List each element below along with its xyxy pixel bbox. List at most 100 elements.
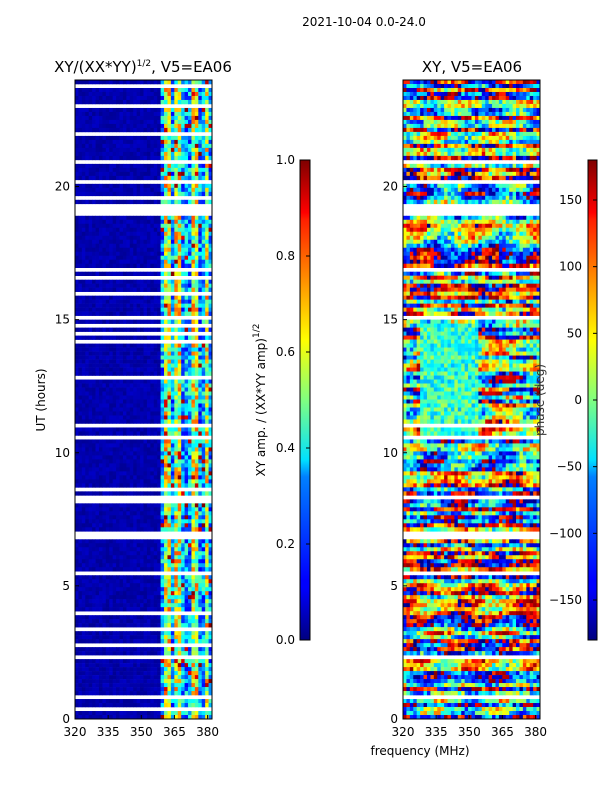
amplitude-cell — [136, 647, 141, 652]
amplitude-cell — [174, 187, 179, 193]
amplitude-cell — [126, 227, 131, 233]
amplitude-cell — [150, 279, 155, 284]
amplitude-cell — [177, 163, 182, 169]
amplitude-cell — [95, 327, 100, 332]
amplitude-cell — [136, 251, 141, 257]
amplitude-cell — [167, 255, 172, 261]
amplitude-cell — [208, 87, 213, 93]
amplitude-cell — [170, 255, 175, 261]
amplitude-cell — [201, 395, 206, 400]
amplitude-cell — [129, 547, 134, 552]
amplitude-cell — [92, 115, 96, 121]
amplitude-cell — [188, 395, 192, 400]
amplitude-cell — [194, 659, 199, 664]
amplitude-cell — [205, 651, 209, 656]
amplitude-cell — [174, 527, 179, 532]
amplitude-cell — [92, 95, 96, 101]
amplitude-cell — [109, 671, 114, 676]
amplitude-cell — [112, 555, 117, 560]
amplitude-cell — [112, 483, 117, 488]
amplitude-cell — [164, 399, 168, 404]
amplitude-cell — [119, 243, 124, 249]
amplitude-cell — [177, 107, 182, 113]
amplitude-cell — [126, 451, 131, 456]
amplitude-cell — [143, 279, 148, 284]
amplitude-cell — [174, 155, 179, 161]
amplitude-cell — [85, 503, 90, 508]
amplitude-cell — [153, 595, 158, 600]
amplitude-cell — [157, 151, 162, 157]
amplitude-cell — [194, 183, 199, 189]
amplitude-cell — [75, 447, 79, 452]
amplitude-cell — [181, 215, 185, 221]
amplitude-cell — [143, 87, 148, 93]
amplitude-cell — [95, 663, 100, 668]
amplitude-cell — [133, 271, 138, 276]
amplitude-cell — [170, 463, 175, 468]
amplitude-cell — [136, 471, 141, 476]
amplitude-cell — [102, 279, 107, 284]
amplitude-cell — [116, 311, 120, 316]
amplitude-cell — [109, 271, 114, 276]
amplitude-cell — [170, 663, 175, 668]
amplitude-cell — [136, 247, 141, 253]
amplitude-cell — [85, 111, 90, 117]
amplitude-cell — [181, 411, 185, 416]
amplitude-cell — [184, 431, 189, 436]
amplitude-cell — [143, 239, 148, 245]
amplitude-cell — [140, 155, 144, 161]
amplitude-cell — [150, 239, 155, 245]
amplitude-cell — [81, 691, 86, 696]
amplitude-cell — [164, 479, 168, 484]
amplitude-cell — [109, 675, 114, 680]
amplitude-cell — [198, 555, 203, 560]
amplitude-cell — [85, 667, 90, 672]
amplitude-cell — [157, 155, 162, 161]
amplitude-cell — [184, 419, 189, 424]
amplitude-cell — [92, 251, 96, 257]
amplitude-cell — [88, 399, 93, 404]
amplitude-cell — [119, 419, 124, 424]
amplitude-cell — [136, 663, 141, 668]
amplitude-cell — [208, 683, 213, 688]
amplitude-cell — [167, 87, 172, 93]
amplitude-cell — [191, 87, 196, 93]
amplitude-cell — [133, 675, 138, 680]
amplitude-cell — [153, 91, 158, 97]
amplitude-cell — [140, 119, 144, 125]
amplitude-cell — [92, 355, 96, 360]
amplitude-cell — [129, 355, 134, 360]
amplitude-cell — [78, 519, 83, 524]
amplitude-cell — [75, 615, 79, 620]
amplitude-cell — [92, 691, 96, 696]
amplitude-cell — [129, 87, 134, 93]
amplitude-cell — [126, 119, 131, 125]
amplitude-cell — [133, 519, 138, 524]
amplitude-cell — [174, 359, 179, 364]
amplitude-cell — [112, 431, 117, 436]
amplitude-cell — [85, 279, 90, 284]
amplitude-cell — [177, 447, 182, 452]
amplitude-cell — [194, 223, 199, 229]
amplitude-cell — [153, 115, 158, 121]
amplitude-cell — [102, 447, 107, 452]
amplitude-cell — [98, 395, 103, 400]
amplitude-cell — [177, 567, 182, 572]
amplitude-cell — [153, 443, 158, 448]
amplitude-cell — [78, 95, 83, 101]
amplitude-cell — [105, 271, 110, 276]
amplitude-cell — [112, 283, 117, 288]
amplitude-cell — [81, 463, 86, 468]
amplitude-cell — [116, 255, 120, 261]
amplitude-cell — [188, 167, 192, 173]
amplitude-cell — [188, 491, 192, 496]
amplitude-cell — [201, 679, 206, 684]
amplitude-cell — [184, 127, 189, 133]
amplitude-cell — [181, 555, 185, 560]
amplitude-cell — [119, 415, 124, 420]
amplitude-cell — [109, 167, 114, 173]
amplitude-cell — [92, 631, 96, 636]
amplitude-cell — [167, 391, 172, 396]
amplitude-cell — [85, 663, 90, 668]
amplitude-cell — [167, 399, 172, 404]
